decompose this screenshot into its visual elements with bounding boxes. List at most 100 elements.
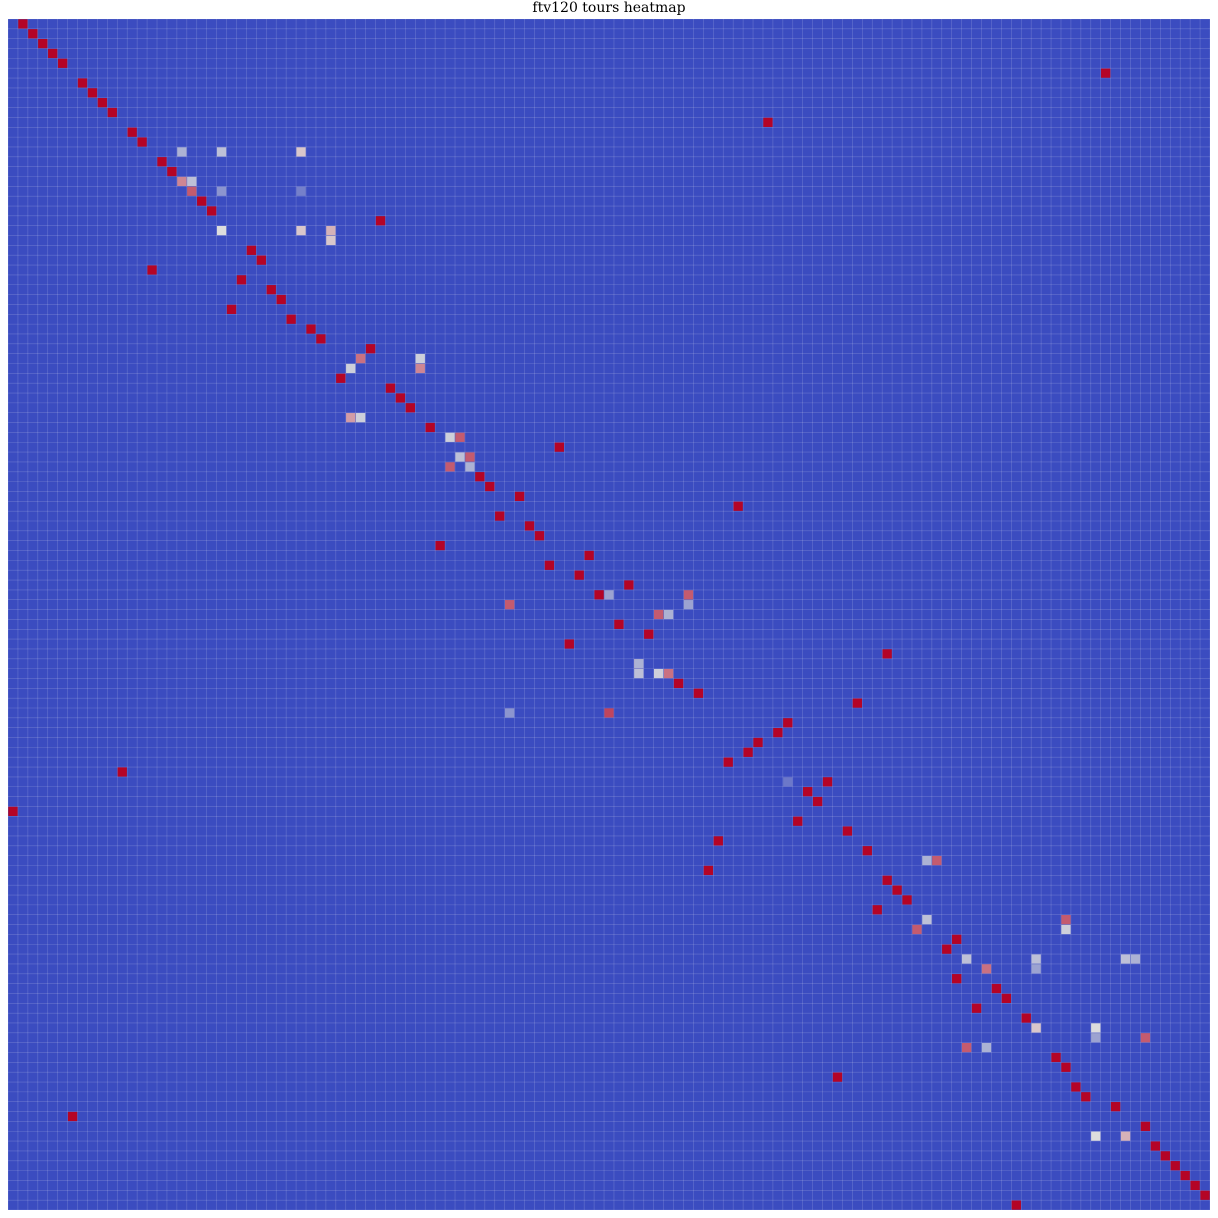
heatmap-cell (57, 58, 68, 68)
heatmap-cell (763, 117, 773, 127)
heatmap-cell (375, 216, 386, 226)
heatmap-cell (703, 865, 714, 876)
heatmap-cell (783, 718, 793, 728)
heatmap-cell (405, 403, 415, 413)
heatmap-cell (604, 590, 614, 600)
heatmap-cell (38, 38, 48, 49)
heatmap-cell (624, 580, 634, 590)
heatmap-cell (673, 678, 684, 689)
heatmap-cell (1120, 954, 1131, 964)
heatmap-cell (276, 294, 286, 305)
heatmap-cell (495, 511, 505, 521)
heatmap-cell (385, 383, 396, 393)
heatmap-cell (683, 590, 694, 600)
heatmap-cell (654, 609, 664, 620)
heatmap-cell (1200, 1190, 1210, 1200)
heatmap-cell (812, 796, 823, 807)
heatmap-cell (733, 501, 743, 511)
heatmap-cell (564, 639, 574, 649)
heatmap-cell (952, 974, 962, 984)
heatmap-cell (346, 363, 356, 374)
heatmap-cell (634, 668, 644, 679)
heatmap-cell (1011, 1200, 1021, 1210)
heatmap-cell (793, 816, 803, 826)
heatmap-cell (882, 875, 892, 885)
heatmap-cell (28, 29, 38, 39)
heatmap-cell (226, 304, 237, 314)
heatmap-cell (355, 413, 366, 423)
heatmap-cell (663, 668, 674, 679)
heatmap-cell (365, 344, 376, 354)
heatmap-cell (961, 954, 972, 964)
heatmap-cell (1140, 1033, 1151, 1043)
heatmap-cell (326, 235, 336, 246)
heatmap-gridlines (7, 18, 1211, 1211)
heatmap-cell (644, 629, 654, 639)
heatmap-cell (355, 353, 366, 364)
heatmap-cell (296, 147, 306, 157)
heatmap-cell (1021, 1013, 1031, 1023)
heatmap-cell (236, 275, 247, 285)
heatmap-cell (922, 855, 932, 866)
heatmap-cell (852, 698, 863, 708)
heatmap-cell (1120, 1131, 1131, 1141)
heatmap-cell (157, 157, 167, 167)
heatmap-cell (137, 137, 147, 147)
heatmap-cell (952, 934, 962, 944)
heatmap-cell (256, 255, 266, 265)
heatmap-cell (713, 836, 723, 846)
heatmap-cell (614, 619, 624, 629)
heatmap-cell (87, 88, 98, 98)
heatmap-cell (246, 245, 257, 255)
heatmap-cell (216, 226, 227, 236)
heatmap-cell (1160, 1151, 1170, 1161)
heatmap-cell (971, 1003, 982, 1013)
heatmap-cell (981, 964, 992, 974)
heatmap-cell (206, 206, 217, 216)
heatmap-cell (1031, 954, 1041, 964)
heatmap-cell (524, 521, 535, 531)
heatmap-cell (197, 196, 207, 206)
heatmap-cell (465, 462, 475, 472)
heatmap-cell (435, 540, 445, 551)
heatmap-cell (504, 600, 515, 610)
heatmap-cell (822, 777, 833, 787)
heatmap-cell (8, 806, 18, 816)
heatmap-cell (862, 846, 872, 856)
heatmap-cell (723, 757, 733, 767)
heatmap-cell (147, 265, 157, 275)
heatmap-cell (445, 462, 455, 472)
heatmap-cell (504, 708, 515, 718)
heatmap-cell (425, 422, 435, 433)
heatmap-cell (594, 590, 604, 600)
heatmap-cell (1180, 1170, 1190, 1181)
heatmap-cell (216, 147, 227, 157)
heatmap-cell (216, 186, 227, 196)
heatmap-cell (167, 166, 177, 177)
heatmap-cell (981, 1042, 992, 1053)
heatmap-cell (306, 324, 316, 334)
heatmap-background (8, 19, 1210, 1210)
heatmap-cell (634, 659, 644, 669)
heatmap-cell (475, 472, 485, 482)
heatmap-cell (1130, 954, 1141, 964)
heatmap-cell (693, 688, 704, 698)
heatmap-cell (514, 491, 525, 502)
heatmap-cell (127, 127, 137, 137)
heatmap-cell (1081, 1092, 1091, 1102)
heatmap-cell (654, 668, 664, 679)
heatmap-cell (1061, 1062, 1071, 1072)
heatmap-cell (296, 186, 306, 196)
heatmap-cell (177, 176, 187, 187)
heatmap-cell (316, 334, 326, 344)
heatmap-cell (48, 48, 58, 59)
heatmap-cell (912, 924, 922, 935)
heatmap-cell (584, 550, 594, 561)
heatmap-cell (1091, 1033, 1101, 1043)
heatmap-cell (1061, 924, 1071, 935)
heatmap-cell (326, 226, 336, 236)
heatmap-cell (882, 649, 892, 659)
heatmap-cells (8, 19, 1210, 1210)
heatmap-cell (465, 452, 475, 462)
